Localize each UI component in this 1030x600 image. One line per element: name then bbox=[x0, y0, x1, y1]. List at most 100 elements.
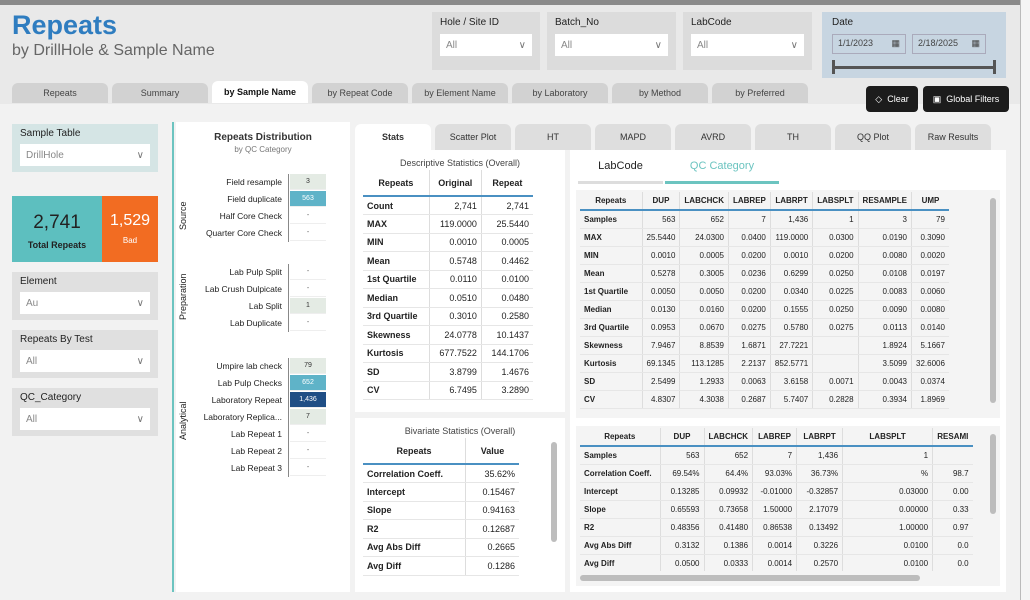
cell-value: 25.5440 bbox=[480, 214, 533, 234]
stats-tab-scatter-plot[interactable]: Scatter Plot bbox=[435, 124, 511, 150]
column-header[interactable]: Repeat bbox=[480, 170, 533, 197]
column-header[interactable]: LABCHCK bbox=[679, 192, 729, 211]
cell-value: 0.0071 bbox=[812, 372, 859, 391]
clear-button[interactable]: ◇ Clear bbox=[866, 86, 918, 112]
page-tab-by-repeat-code[interactable]: by Repeat Code bbox=[312, 83, 408, 103]
distribution-count[interactable]: - bbox=[290, 315, 326, 331]
cell-value: 0.3934 bbox=[857, 390, 912, 409]
page-tab-by-method[interactable]: by Method bbox=[612, 83, 708, 103]
stats-tab-raw-results[interactable]: Raw Results bbox=[915, 124, 991, 150]
cell-value: 0.0090 bbox=[857, 300, 912, 319]
page-tab-by-laboratory[interactable]: by Laboratory bbox=[512, 83, 608, 103]
distribution-count[interactable]: - bbox=[290, 225, 326, 241]
stats-tab-stats[interactable]: Stats bbox=[355, 124, 431, 150]
vertical-scrollbar[interactable] bbox=[990, 198, 996, 403]
distribution-count[interactable]: 3 bbox=[290, 174, 326, 190]
cell-value: 113.1285 bbox=[679, 354, 729, 373]
column-header[interactable]: Value bbox=[465, 438, 519, 465]
global-filters-button[interactable]: ▣ Global Filters bbox=[923, 86, 1009, 112]
row-label: MAX bbox=[580, 228, 642, 247]
filter-label: LabCode bbox=[691, 17, 732, 28]
qc-category-dropdown[interactable]: All ∨ bbox=[20, 408, 150, 430]
column-header[interactable]: RESAMPLE bbox=[857, 192, 912, 211]
dropdown-value: Au bbox=[26, 297, 39, 309]
column-header[interactable]: RESAMI bbox=[932, 428, 973, 447]
tab-qc-category[interactable]: QC Category bbox=[665, 160, 779, 184]
stats-tab-th[interactable]: TH bbox=[755, 124, 831, 150]
cell-value: 0.0080 bbox=[910, 300, 949, 319]
cell-value: 98.7 bbox=[932, 464, 973, 483]
tab-labcode[interactable]: LabCode bbox=[578, 160, 663, 184]
column-header[interactable]: Repeats bbox=[580, 428, 660, 447]
stats-tab-mapd[interactable]: MAPD bbox=[595, 124, 671, 150]
distribution-count[interactable]: 79 bbox=[290, 358, 326, 374]
column-header[interactable]: LABCHCK bbox=[703, 428, 753, 447]
table-row: 3rd Quartile 0.0953 0.0670 0.0275 0.5780 0.02… bbox=[580, 318, 949, 337]
date-range-slider[interactable] bbox=[832, 60, 996, 74]
distribution-count[interactable]: - bbox=[290, 264, 326, 280]
start-date-input[interactable]: 1/1/2023 ▦ bbox=[832, 34, 906, 54]
stats-tab-qq-plot[interactable]: QQ Plot bbox=[835, 124, 911, 150]
cell-value: 2,741 bbox=[480, 196, 533, 215]
column-header[interactable]: UMP bbox=[910, 192, 949, 211]
column-header[interactable]: Original bbox=[428, 170, 482, 197]
cell-value: 0.2828 bbox=[812, 390, 859, 409]
distribution-count[interactable]: - bbox=[290, 426, 326, 442]
horizontal-scrollbar[interactable] bbox=[580, 575, 920, 581]
column-header[interactable]: LABSPLT bbox=[842, 428, 933, 447]
cell-value: 0.0275 bbox=[812, 318, 859, 337]
column-header[interactable]: LABREP bbox=[752, 428, 797, 447]
repeats-by-test-dropdown[interactable]: All ∨ bbox=[20, 350, 150, 372]
page-tab-repeats[interactable]: Repeats bbox=[12, 83, 108, 103]
sample-table-dropdown[interactable]: DrillHole ∨ bbox=[20, 144, 150, 166]
row-label: Median bbox=[363, 288, 430, 308]
table-row: Kurtosis 677.7522 144.1706 bbox=[363, 344, 533, 363]
column-header[interactable]: LABRPT bbox=[796, 428, 843, 447]
distribution-count[interactable]: 563 bbox=[290, 191, 326, 207]
cell-value: 0.0113 bbox=[857, 318, 912, 337]
distribution-count[interactable]: 652 bbox=[290, 375, 326, 391]
cell-value: 0.5748 bbox=[428, 251, 482, 271]
vertical-scrollbar[interactable] bbox=[551, 442, 557, 542]
page-tab-by-sample-name[interactable]: by Sample Name bbox=[212, 81, 308, 103]
cell-value: 0.5278 bbox=[641, 264, 680, 283]
stats-tab-avrd[interactable]: AVRD bbox=[675, 124, 751, 150]
hole-site-dropdown[interactable]: All ∨ bbox=[440, 34, 532, 56]
vertical-scrollbar[interactable] bbox=[990, 434, 996, 514]
cell-value: 0.0400 bbox=[727, 228, 771, 247]
distribution-count[interactable]: 1,436 bbox=[290, 392, 326, 408]
cell-value: 0.0300 bbox=[812, 228, 859, 247]
column-header[interactable]: LABREP bbox=[727, 192, 771, 211]
element-dropdown[interactable]: Au ∨ bbox=[20, 292, 150, 314]
distribution-count[interactable]: 7 bbox=[290, 409, 326, 425]
labcode-dropdown[interactable]: All ∨ bbox=[691, 34, 804, 56]
cell-value: 25.5440 bbox=[641, 228, 680, 247]
page-tab-by-preferred[interactable]: by Preferred bbox=[712, 83, 808, 103]
dropdown-value: All bbox=[446, 39, 458, 51]
column-header[interactable]: Repeats bbox=[363, 170, 430, 197]
column-header[interactable]: DUP bbox=[659, 428, 704, 447]
column-header[interactable]: Repeats bbox=[363, 438, 466, 465]
cell-value: 0.0110 bbox=[428, 270, 482, 289]
end-date-input[interactable]: 2/18/2025 ▦ bbox=[912, 34, 986, 54]
row-label: 3rd Quartile bbox=[363, 307, 430, 326]
distribution-count[interactable]: - bbox=[290, 281, 326, 297]
page-tab-summary[interactable]: Summary bbox=[112, 83, 208, 103]
cell-value: 0.0250 bbox=[812, 264, 859, 283]
cell-value: 0.0250 bbox=[812, 300, 859, 319]
cell-value: 0.5780 bbox=[769, 318, 813, 337]
row-label: Intercept bbox=[580, 482, 660, 501]
distribution-count[interactable]: - bbox=[290, 460, 326, 476]
column-header[interactable]: LABSPLT bbox=[812, 192, 859, 211]
cell-value: 36.73% bbox=[796, 464, 843, 483]
distribution-count[interactable]: 1 bbox=[290, 298, 326, 314]
column-header[interactable]: DUP bbox=[641, 192, 680, 211]
column-header[interactable]: Repeats bbox=[580, 192, 642, 211]
stats-tab-ht[interactable]: HT bbox=[515, 124, 591, 150]
cell-value: 0.41480 bbox=[703, 518, 753, 537]
page-tab-by-element-name[interactable]: by Element Name bbox=[412, 83, 508, 103]
distribution-count[interactable]: - bbox=[290, 208, 326, 224]
distribution-count[interactable]: - bbox=[290, 443, 326, 459]
column-header[interactable]: LABRPT bbox=[769, 192, 813, 211]
batch-dropdown[interactable]: All ∨ bbox=[555, 34, 668, 56]
